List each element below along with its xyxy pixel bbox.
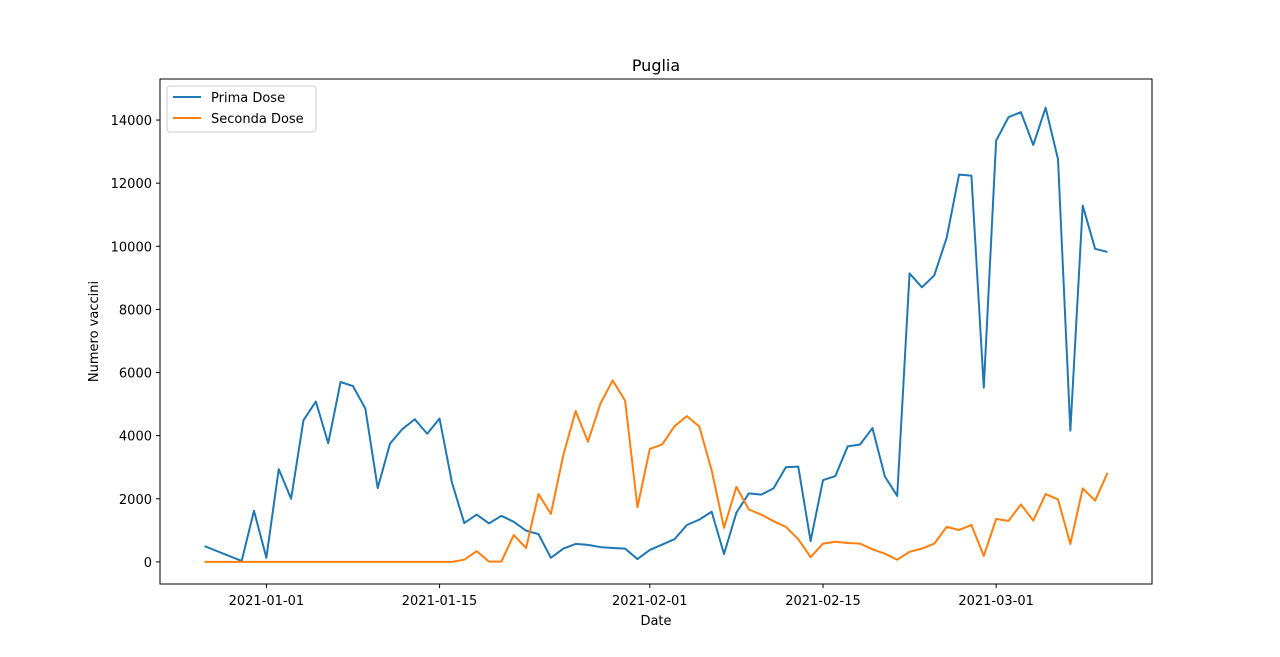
series-line-seconda-dose xyxy=(204,379,1109,563)
series-line-prima-dose xyxy=(204,106,1108,562)
legend: Prima Dose Seconda Dose xyxy=(166,85,317,133)
y-tick-label: 10000 xyxy=(111,240,152,255)
y-tick-label: 4000 xyxy=(119,430,152,445)
x-axis: 2021-01-01 2021-01-15 2021-02-01 2021-02-15… xyxy=(229,584,1034,609)
axes-frame xyxy=(159,78,1153,585)
plot-area xyxy=(204,106,1109,563)
y-tick-label: 0 xyxy=(144,556,152,571)
x-tick-label: 2021-01-01 xyxy=(229,594,305,609)
chart-title: Puglia xyxy=(632,56,680,75)
y-axis-title: Numero vaccini xyxy=(87,281,102,382)
y-tick-label: 2000 xyxy=(119,493,152,508)
x-tick-label: 2021-03-01 xyxy=(958,594,1034,609)
y-tick-label: 8000 xyxy=(119,303,152,318)
legend-label-prima-dose: Prima Dose xyxy=(211,91,285,106)
x-axis-title: Date xyxy=(640,614,671,629)
x-tick-label: 2021-01-15 xyxy=(402,594,478,609)
y-axis: 0 2000 4000 6000 8000 10000 12000 14000 xyxy=(111,114,160,571)
legend-label-seconda-dose: Seconda Dose xyxy=(211,112,304,127)
y-tick-label: 6000 xyxy=(119,367,152,382)
x-tick-label: 2021-02-01 xyxy=(612,594,688,609)
x-tick-label: 2021-02-15 xyxy=(785,594,861,609)
legend-box xyxy=(166,85,317,133)
y-tick-label: 14000 xyxy=(111,114,152,129)
y-tick-label: 12000 xyxy=(111,177,152,192)
